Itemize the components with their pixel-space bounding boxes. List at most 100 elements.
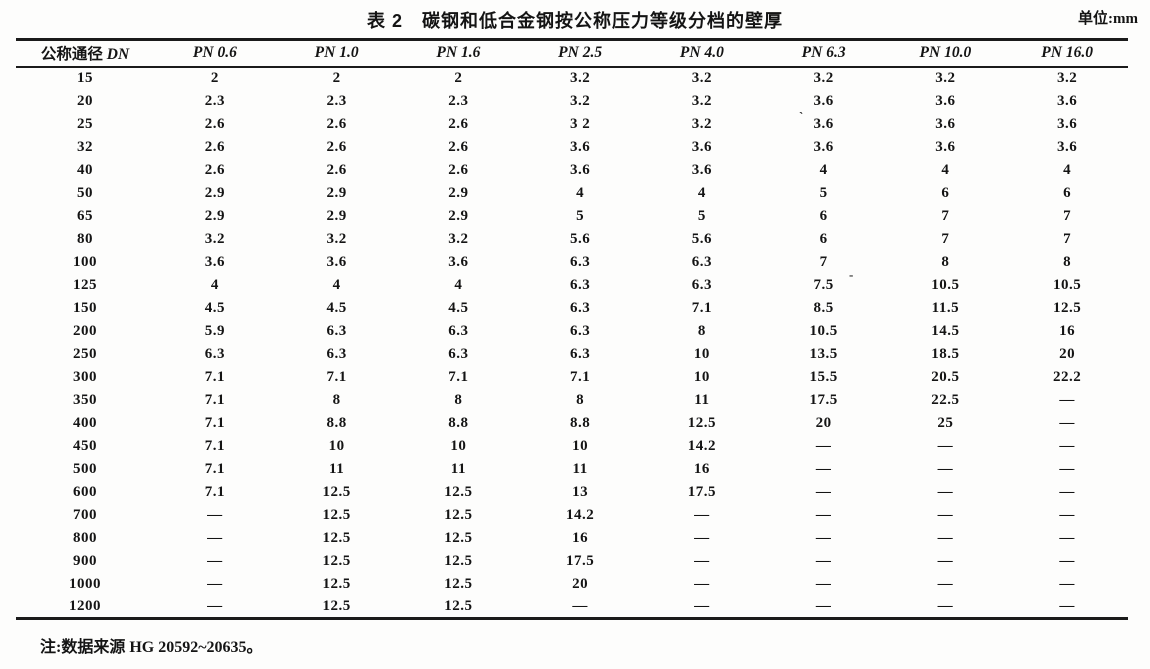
table-row: 900 — 12.5 12.5 17.5 — — — — [16, 550, 1128, 573]
value-cell: 2.9 [204, 207, 225, 224]
value-cell: 17.5 [687, 483, 716, 500]
table-caption-row: 表 2 碳钢和低合金钢按公称压力等级分档的壁厚 单位:mm [0, 0, 1150, 38]
value-cell: 2.6 [326, 115, 347, 132]
value-cell: 2.9 [326, 207, 347, 224]
value-cell: 10 [328, 437, 345, 454]
value-cell: — [937, 552, 954, 569]
value-cell: 22.5 [931, 391, 960, 408]
value-cell: 8.8 [570, 414, 591, 431]
table-row: 20 2.3 2.3 2.3 3.2 3.2 3.6 3.6 3.6 [16, 90, 1128, 113]
value-cell: 8 [697, 322, 706, 339]
value-cell: 2.6 [448, 138, 469, 155]
value-cell: 6.3 [570, 299, 591, 316]
value-cell: 2.9 [448, 207, 469, 224]
dn-cell: 350 [73, 391, 97, 408]
value-cell: 5 [697, 207, 706, 224]
value-cell: 16 [572, 529, 589, 546]
value-cell: 2.3 [326, 92, 347, 109]
value-cell: 3.6 [326, 253, 347, 270]
value-cell: — [937, 483, 954, 500]
value-cell: 7.1 [204, 483, 225, 500]
value-cell: — [1059, 437, 1075, 454]
dn-cell: 500 [73, 460, 97, 477]
value-cell: 12.5 [322, 597, 351, 614]
table-row: 700 — 12.5 12.5 14.2 — — — — [16, 504, 1128, 527]
dn-cell: 300 [73, 368, 97, 385]
value-cell: 3.6 [1057, 92, 1078, 109]
dn-cell: 400 [73, 414, 97, 431]
value-cell: 3.6 [570, 138, 591, 155]
value-cell: 3.2 [935, 70, 956, 86]
value-cell: 11 [572, 460, 588, 477]
value-cell: — [1059, 483, 1075, 500]
value-cell: 7 [1063, 207, 1072, 224]
table-row: 200 5.9 6.3 6.3 6.3 8 10.5 14.5 16 [16, 320, 1128, 343]
value-cell: 3.6 [813, 92, 834, 109]
value-cell: 12.5 [444, 552, 473, 569]
value-cell: 20 [572, 575, 589, 592]
value-cell: 3.6 [935, 115, 956, 132]
value-cell: 7.1 [448, 368, 469, 385]
value-cell: 13 [572, 483, 589, 500]
value-cell: 2.9 [204, 184, 225, 201]
table-row: 350 7.1 8 8 8 11 17.5 22.5 — [16, 389, 1128, 412]
value-cell: 6 [819, 230, 828, 247]
value-cell: 11 [694, 391, 710, 408]
value-cell: 8 [1063, 253, 1072, 270]
dn-cell: 1200 [69, 597, 101, 614]
value-cell: 3.6 [1057, 138, 1078, 155]
value-cell: 14.2 [687, 437, 716, 454]
value-cell: — [694, 575, 710, 592]
value-cell: — [815, 575, 832, 592]
value-cell: 2.3 [448, 92, 469, 109]
table-row: 300 7.1 7.1 7.1 7.1 10 15.5 20.5 22.2 [16, 366, 1128, 389]
value-cell: 3.2 [1057, 70, 1078, 86]
table-row: 65 2.9 2.9 2.9 5 5 6 7 7 [16, 205, 1128, 228]
value-cell: 14.5 [931, 322, 960, 339]
dn-cell: 20 [77, 92, 93, 109]
value-cell: 2.6 [204, 138, 225, 155]
value-cell: 12.5 [322, 575, 351, 592]
value-cell: 22.2 [1053, 368, 1082, 385]
value-cell: — [1059, 391, 1075, 408]
value-cell: 6.3 [570, 322, 591, 339]
value-cell: 6.3 [326, 345, 347, 362]
value-cell: — [207, 529, 223, 546]
column-header-dn: 公称通径 DN [16, 39, 154, 68]
value-cell: — [815, 552, 832, 569]
dn-cell: 100 [73, 253, 97, 270]
dn-cell: 50 [77, 184, 93, 201]
value-cell: 3 2 [570, 115, 591, 132]
table-title: 表 2 碳钢和低合金钢按公称压力等级分档的壁厚 [366, 11, 783, 31]
value-cell: 4 [819, 161, 828, 178]
value-cell: 12.5 [444, 575, 473, 592]
value-cell: — [937, 437, 954, 454]
value-cell: 6.3 [691, 276, 712, 293]
table-row: 50 2.9 2.9 2.9 4 4 5 6 6 [16, 182, 1128, 205]
value-cell: 10.5 [931, 276, 960, 293]
value-cell: 3.6 [570, 161, 591, 178]
scan-artifact: ` [799, 109, 804, 124]
value-cell: 6 [819, 207, 828, 224]
value-cell: 2.6 [326, 138, 347, 155]
value-cell: 4 [210, 276, 219, 293]
value-cell: 3.2 [691, 70, 712, 86]
value-cell: 3.6 [935, 92, 956, 109]
dn-header-cjk: 公称通径 [40, 46, 107, 64]
value-cell: 6.3 [448, 322, 469, 339]
value-cell: — [207, 552, 223, 569]
value-cell: 13.5 [809, 345, 838, 362]
value-cell: 6.3 [326, 322, 347, 339]
source-note: 注:数据来源 HG 20592~20635。 [40, 639, 263, 656]
value-cell: 2.9 [448, 184, 469, 201]
value-cell: — [937, 575, 954, 592]
value-cell: — [207, 575, 223, 592]
value-cell: 4 [697, 184, 706, 201]
value-cell: 8 [576, 391, 585, 408]
value-cell: 8 [332, 391, 341, 408]
value-cell: 12.5 [322, 506, 351, 523]
value-cell: 12.5 [444, 597, 473, 614]
value-cell: 12.5 [444, 483, 473, 500]
value-cell: 10 [693, 345, 710, 362]
value-cell: 11 [450, 460, 466, 477]
